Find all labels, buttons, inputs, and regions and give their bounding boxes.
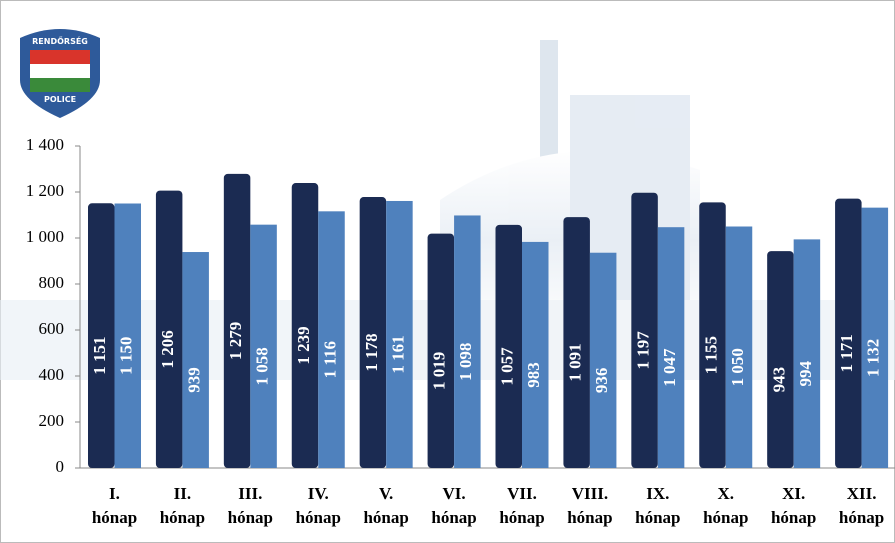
bar <box>223 173 251 468</box>
bar <box>155 190 183 468</box>
y-tick-label: 1 000 <box>26 227 64 246</box>
logo: RENDŐRSÉG POLICE <box>20 29 100 118</box>
y-tick-label: 0 <box>56 457 65 476</box>
y-tick-label: 200 <box>39 411 65 430</box>
value-label: 1 178 <box>362 333 381 371</box>
logo-top-text: RENDŐRSÉG <box>32 35 88 46</box>
value-label: 1 239 <box>294 326 313 364</box>
bar <box>699 202 726 468</box>
value-label: 1 132 <box>864 339 883 377</box>
value-label: 1 206 <box>158 330 177 368</box>
logo-bottom-text: POLICE <box>44 95 76 104</box>
value-label: 1 047 <box>660 348 679 387</box>
bar <box>359 197 387 468</box>
value-label: 983 <box>524 362 543 388</box>
x-tick-label: XI. hónap <box>770 484 817 527</box>
x-tick-label: I. hónap <box>91 484 138 527</box>
bar <box>725 226 753 468</box>
bar <box>861 207 889 468</box>
x-tick-label: VII. hónap <box>499 484 545 527</box>
value-label: 939 <box>185 367 204 393</box>
bar <box>631 192 658 468</box>
bar <box>318 211 345 468</box>
x-tick-label: VIII. hónap <box>567 484 613 527</box>
y-tick-label: 800 <box>39 273 65 292</box>
x-tick-label: IX. hónap <box>635 484 681 527</box>
value-label: 1 098 <box>456 343 475 381</box>
value-label: 1 161 <box>388 335 407 373</box>
value-label: 1 150 <box>117 337 136 375</box>
bar <box>657 227 685 468</box>
x-tick-label: X. hónap <box>703 484 749 527</box>
bar <box>250 224 277 468</box>
bar <box>495 224 522 468</box>
bar <box>88 203 115 468</box>
value-label: 943 <box>769 367 788 393</box>
bar <box>386 200 413 468</box>
y-tick-label: 600 <box>39 319 65 338</box>
x-tick-label: II. hónap <box>159 484 206 527</box>
y-tick-label: 400 <box>39 365 65 384</box>
value-label: 1 116 <box>320 341 339 378</box>
value-label: 994 <box>796 360 815 386</box>
bar <box>589 252 617 468</box>
value-label: 1 279 <box>226 322 245 360</box>
x-tick-label: V. hónap <box>363 484 409 527</box>
x-tick-label: III. hónap <box>227 484 274 527</box>
value-label: 1 151 <box>90 337 109 375</box>
x-tick-label: XII. hónap <box>838 484 885 527</box>
bar <box>522 241 549 468</box>
bar <box>835 198 862 469</box>
bar <box>793 239 821 468</box>
bar <box>563 217 590 468</box>
bar <box>114 203 141 468</box>
bar <box>291 183 319 468</box>
x-tick-label: IV. hónap <box>295 484 341 527</box>
bar <box>427 233 455 468</box>
y-tick-label: 1 200 <box>26 181 64 200</box>
value-label: 1 155 <box>701 336 720 374</box>
x-tick-label: VI. hónap <box>431 484 477 527</box>
bar <box>767 251 794 468</box>
value-label: 1 050 <box>728 348 747 386</box>
bar <box>454 215 481 468</box>
value-label: 1 057 <box>498 347 517 386</box>
value-label: 1 058 <box>252 347 271 385</box>
value-label: 1 171 <box>837 334 856 372</box>
value-label: 1 197 <box>633 331 652 370</box>
y-tick-label: 1 400 <box>26 135 64 154</box>
value-label: 1 019 <box>430 352 449 390</box>
value-label: 936 <box>592 368 611 394</box>
bar <box>182 252 209 468</box>
value-label: 1 091 <box>566 343 585 381</box>
